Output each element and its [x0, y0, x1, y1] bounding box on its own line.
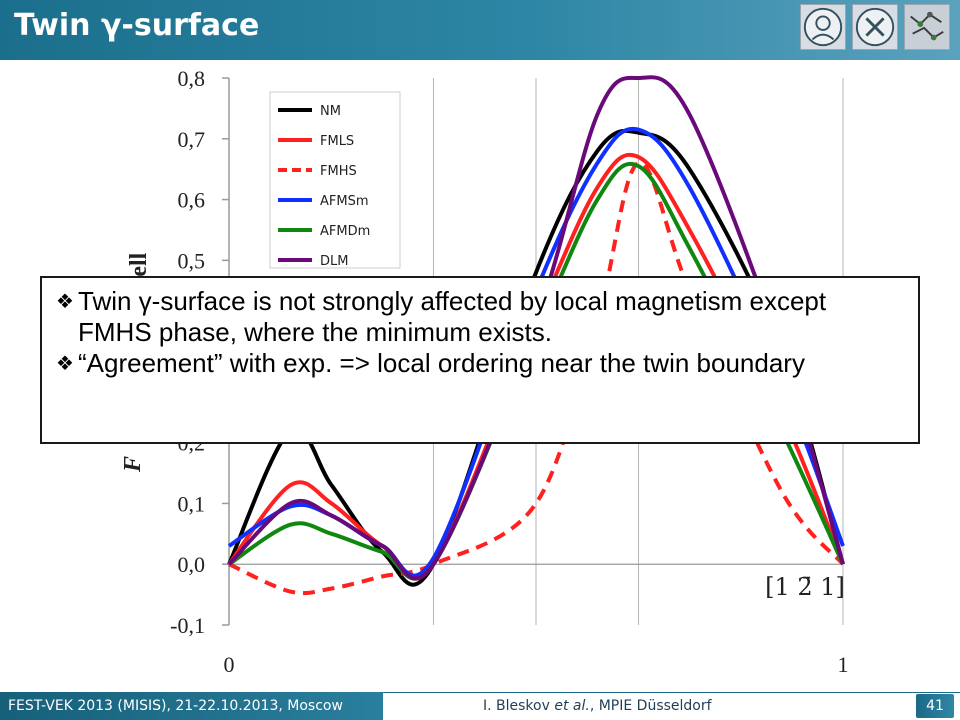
x-tick-label: 0 [224, 652, 235, 677]
callout-bullet-1: ❖ Twin γ-surface is not strongly affecte… [56, 286, 906, 348]
footer-etal: et al. [554, 698, 590, 714]
diamond-bullet-icon: ❖ [56, 351, 74, 375]
legend-label: FMHS [320, 164, 357, 179]
y-tick-label: 0,7 [178, 127, 206, 152]
legend-label: AFMDm [320, 224, 370, 239]
footer-event: FEST-VEK 2013 (MISIS), 21-22.10.2013, Mo… [0, 692, 383, 720]
page-number: 41 [916, 694, 954, 718]
y-tick-label: -0,1 [170, 613, 205, 638]
legend: NM FMLS FMHS AFMSm AFMDm DLM [269, 91, 401, 269]
series-line-dlm [227, 75, 845, 581]
callout-text-1: Twin γ-surface is not strongly affected … [78, 286, 827, 347]
y-tick-label: 0,0 [178, 552, 206, 577]
atom-structure-image [904, 4, 950, 50]
direction-label: [1 2̄ 1] [765, 573, 845, 601]
diamond-bullet-icon: ❖ [56, 289, 74, 313]
legend-label: FMLS [320, 134, 354, 149]
max-planck-logo [800, 4, 846, 50]
footer-author: I. Bleskov et al., MPIE Düsseldorf [483, 692, 783, 720]
y-tick-label: 0,8 [178, 66, 206, 91]
y-tick-label: 0,6 [178, 188, 206, 213]
legend-label: NM [320, 104, 341, 119]
slide-title: Twin γ-surface [14, 8, 260, 43]
footer-separator [383, 692, 960, 693]
legend-box [269, 91, 401, 269]
title-bar: Twin γ-surface [0, 0, 960, 60]
legend-label: DLM [320, 254, 348, 269]
y-tick-label: 0,1 [178, 491, 206, 516]
institute-logo [852, 4, 898, 50]
footer-affiliation: , MPIE Düsseldorf [589, 698, 712, 714]
y-tick-label: 0,5 [178, 248, 206, 273]
legend-label: AFMSm [320, 194, 369, 209]
callout-box: ❖ Twin γ-surface is not strongly affecte… [40, 276, 920, 444]
callout-text-2: “Agreement” with exp. => local ordering … [78, 348, 805, 378]
y-axis-label-fragment: F [120, 456, 146, 473]
footer-author-name: I. Bleskov [483, 698, 555, 714]
x-tick-label: 1 [838, 652, 849, 677]
callout-bullet-2: ❖ “Agreement” with exp. => local orderin… [56, 348, 906, 379]
